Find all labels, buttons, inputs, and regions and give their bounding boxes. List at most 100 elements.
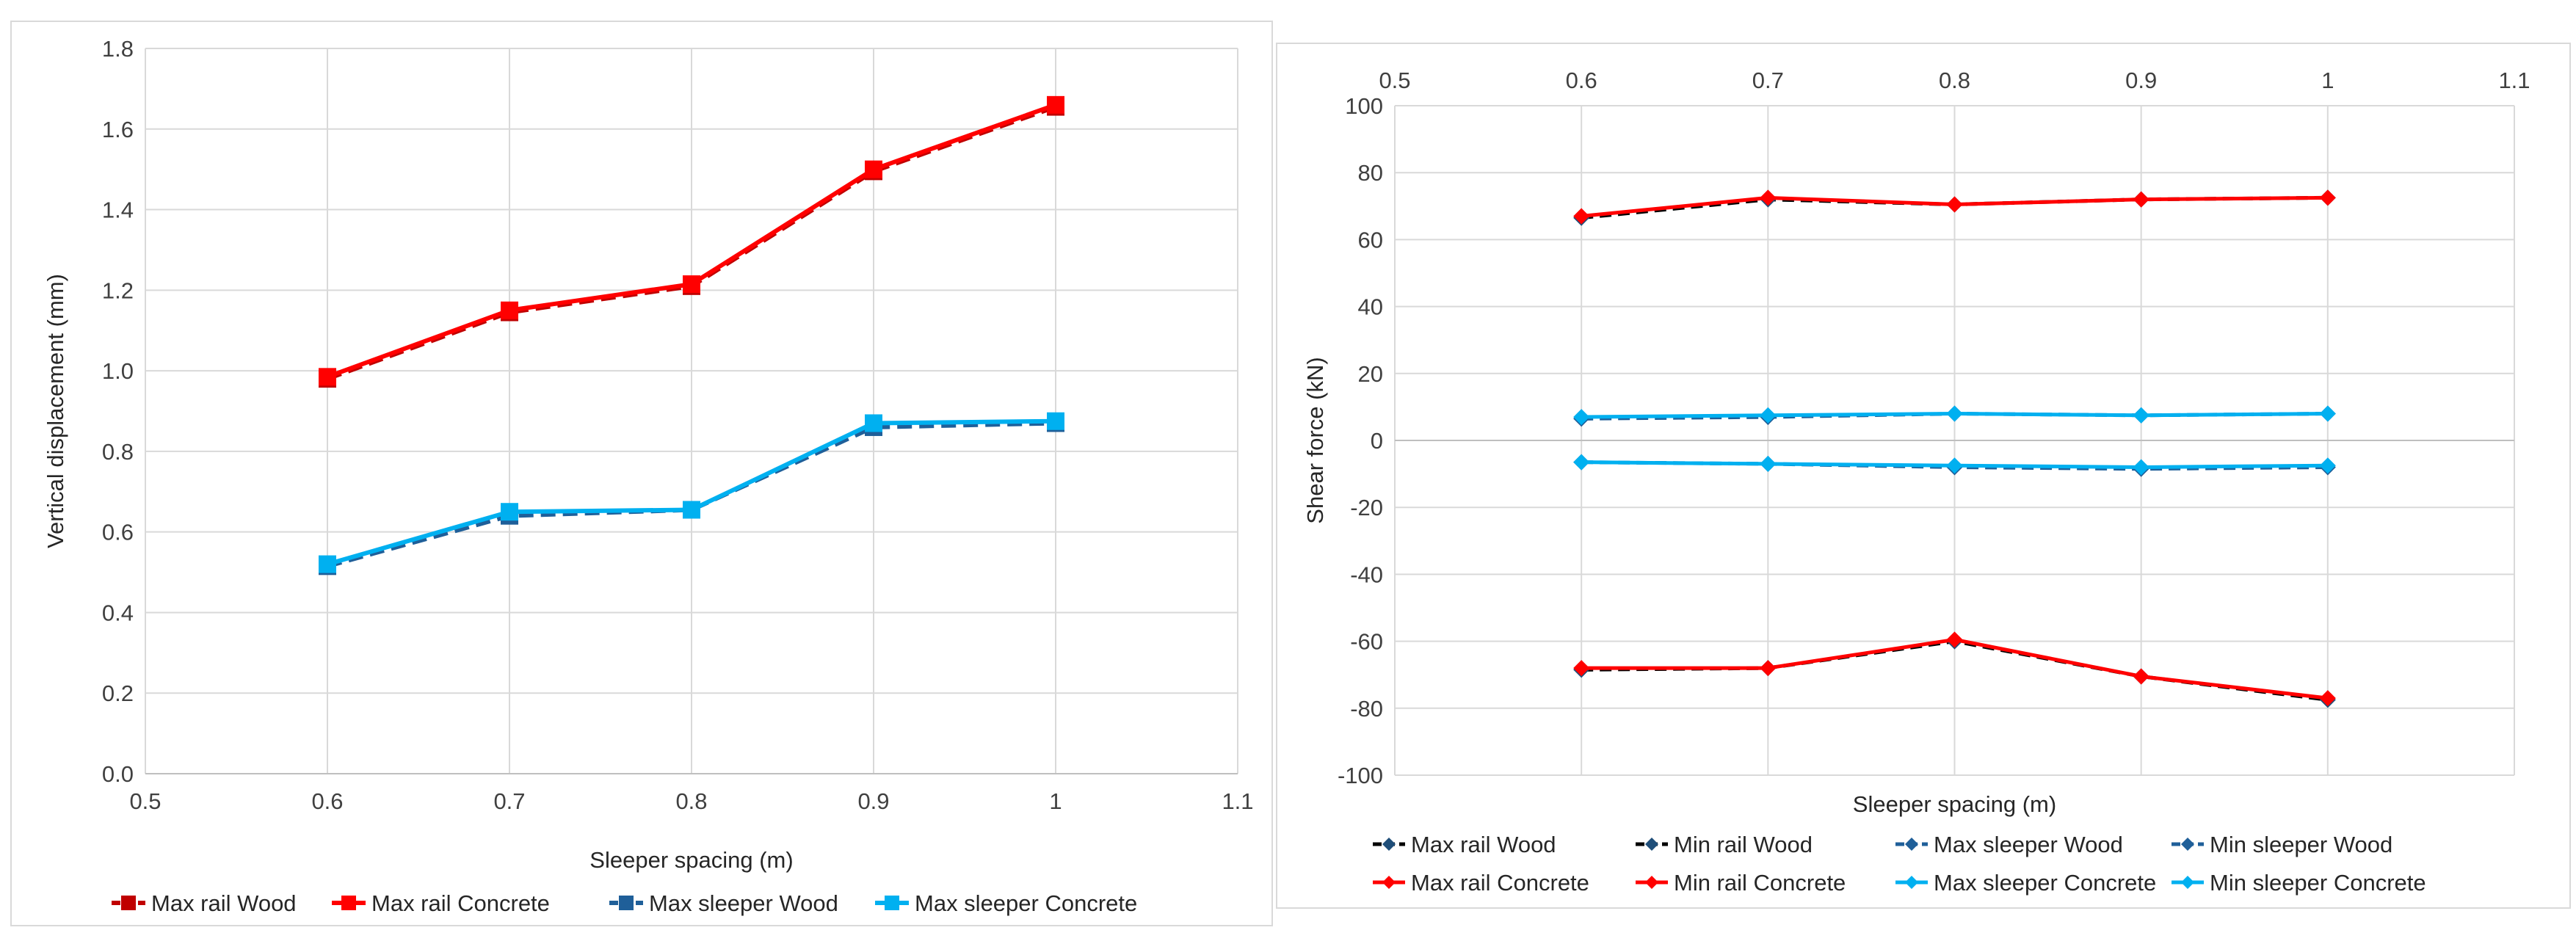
legend-item: Max sleeper Wood — [609, 890, 838, 916]
y-tick-label: 1.2 — [102, 277, 134, 303]
data-point — [501, 301, 518, 319]
x-tick-label: 1.1 — [1222, 788, 1253, 814]
legend-item: Min sleeper Concrete — [2172, 870, 2426, 896]
data-point — [1946, 196, 1963, 213]
legend-label: Min rail Wood — [1674, 832, 1813, 857]
x-tick-label: 0.6 — [311, 788, 343, 814]
data-point — [1946, 457, 1963, 474]
legend-label: Min rail Concrete — [1674, 870, 1846, 896]
series-max-sleeper-concrete — [319, 412, 1064, 573]
legend-item: Min rail Concrete — [1636, 870, 1846, 896]
legend-item: Max rail Wood — [1373, 832, 1556, 857]
legend-item: Min sleeper Wood — [2172, 832, 2392, 857]
vertical-displacement-chart: 0.0 0.2 0.4 0.6 0.8 1.0 1.2 1.4 1.6 1.8 0.5 0.6 0.7 0… — [43, 36, 1254, 916]
data-point — [2319, 457, 2336, 474]
y-tick-label: -60 — [1350, 629, 1383, 655]
shear-force-chart-panel: -100 -80 -60 -40 -20 0 20 40 60 80 100 0.5 0.6 0.7 0.8… — [1276, 43, 2571, 909]
x-tick-label: 1 — [1049, 788, 1062, 814]
legend-marker — [1645, 838, 1658, 851]
legend-marker — [1382, 876, 1396, 889]
y-tick-label: -40 — [1350, 562, 1383, 587]
data-point — [2319, 690, 2336, 707]
series-max-rail-concrete — [319, 95, 1064, 386]
legend-marker — [1905, 876, 1918, 889]
y-tick-label: -100 — [1338, 763, 1383, 788]
y-tick-label: 20 — [1358, 361, 1383, 387]
legend-label: Min sleeper Wood — [2210, 832, 2392, 857]
legend-marker — [885, 896, 899, 910]
data-point — [2319, 405, 2336, 422]
y-tick-label: 0.6 — [102, 520, 134, 545]
legend-label: Max sleeper Wood — [649, 890, 838, 916]
data-point — [2133, 407, 2149, 424]
legend-item: Min rail Wood — [1636, 832, 1813, 857]
x-tick-label: 0.8 — [675, 788, 707, 814]
legend-label: Max rail Wood — [1411, 832, 1556, 857]
x-tick-label: 0.7 — [1752, 68, 1784, 93]
data-point — [1760, 455, 1777, 472]
y-tick-label: -20 — [1350, 495, 1383, 520]
data-point — [1946, 405, 1963, 422]
legend-item: Max rail Concrete — [1373, 870, 1589, 896]
data-point — [2319, 189, 2336, 206]
data-point — [2133, 191, 2149, 208]
series-max-sleeper-concrete — [1573, 405, 2336, 426]
data-point — [319, 368, 336, 386]
y-tick-label: 1.0 — [102, 358, 134, 384]
legend-marker — [341, 896, 356, 910]
series-min-sleeper-concrete — [1573, 454, 2336, 476]
x-tick-label: 0.8 — [1939, 68, 1970, 93]
legend-marker — [121, 896, 136, 910]
data-point — [1047, 95, 1064, 114]
y-tick-label: 100 — [1345, 93, 1383, 119]
y-tick-label: 60 — [1358, 227, 1383, 253]
legend-marker — [1382, 838, 1396, 851]
data-point — [1047, 412, 1064, 430]
data-point — [1760, 660, 1777, 677]
x-tick-label: 0.6 — [1566, 68, 1597, 93]
y-tick-label: 1.6 — [102, 117, 134, 142]
x-tick-label: 1.1 — [2498, 68, 2530, 93]
legend-item: Max sleeper Wood — [1895, 832, 2123, 857]
y-tick-label: 1.4 — [102, 197, 134, 223]
legend-marker — [1905, 838, 1918, 851]
data-point — [1573, 660, 1590, 677]
data-point — [865, 160, 882, 178]
data-point — [1946, 631, 1963, 648]
x-tick-label: 0.7 — [493, 788, 525, 814]
data-point — [683, 501, 700, 519]
data-point — [501, 503, 518, 521]
legend-item: Max sleeper Concrete — [875, 890, 1137, 916]
legend-label: Max sleeper Concrete — [915, 890, 1137, 916]
y-tick-label: 1.8 — [102, 36, 134, 62]
data-point — [1760, 189, 1777, 206]
legend-marker — [2181, 838, 2194, 851]
data-point — [319, 555, 336, 573]
y-tick-label: 0 — [1371, 428, 1383, 454]
y-tick-label: 40 — [1358, 294, 1383, 320]
legend-label: Max rail Concrete — [371, 890, 550, 916]
y-axis-title: Shear force (kN) — [1302, 357, 1328, 523]
x-tick-label: 0.5 — [129, 788, 161, 814]
legend-label: Max sleeper Wood — [1934, 832, 2123, 857]
y-tick-label: 0.0 — [102, 761, 134, 787]
legend-label: Max sleeper Concrete — [1934, 870, 2156, 896]
legend-marker — [2181, 876, 2194, 889]
y-tick-label: 0.2 — [102, 680, 134, 706]
data-point — [2133, 668, 2149, 685]
data-point — [1760, 407, 1777, 424]
legend-label: Min sleeper Concrete — [2210, 870, 2426, 896]
x-tick-label: 0.9 — [857, 788, 889, 814]
data-point — [1573, 454, 1590, 471]
series-min-rail-concrete — [1573, 631, 2336, 707]
x-tick-label: 1 — [2321, 68, 2334, 93]
data-point — [2133, 459, 2149, 476]
data-point — [1573, 208, 1590, 225]
y-tick-label: 80 — [1358, 160, 1383, 186]
legend-label: Max rail Concrete — [1411, 870, 1589, 896]
legend-marker — [1645, 876, 1658, 889]
x-tick-label: 0.5 — [1379, 68, 1410, 93]
data-point — [1573, 409, 1590, 426]
legend-label: Max rail Wood — [151, 890, 297, 916]
